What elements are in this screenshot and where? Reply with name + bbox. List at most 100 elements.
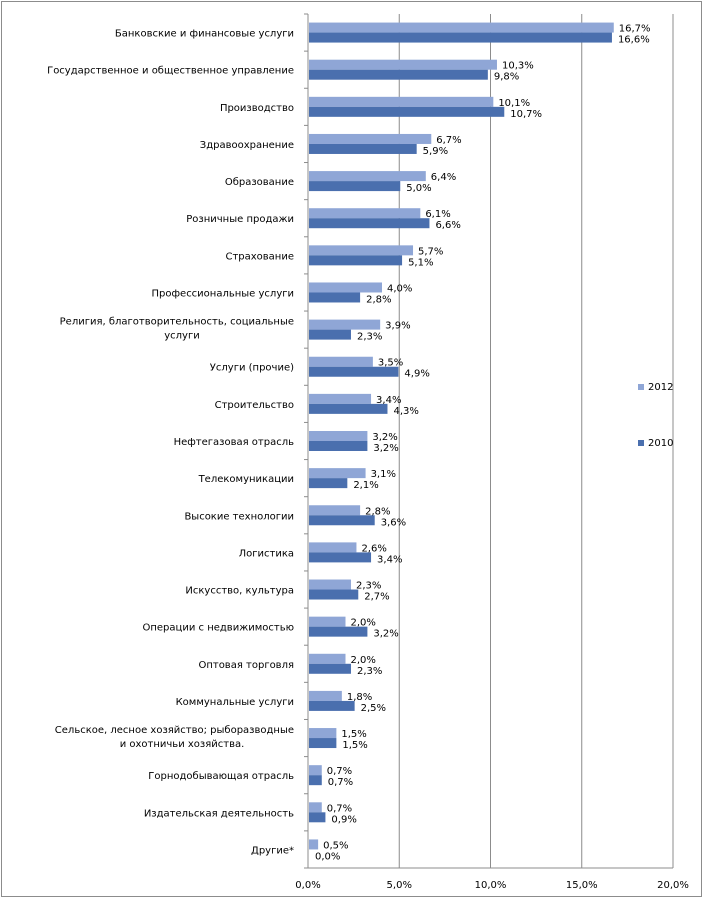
bar-2010 (309, 738, 337, 749)
x-tick-label: 15,0% (566, 880, 598, 891)
value-labels: 16,7% 10,3% 10,1% 6,7% 6,4% 6,1% 5,7% 4,0% 3,9% 3… (315, 24, 651, 863)
data-label-2012: 0,7% (327, 766, 352, 777)
legend-swatch-2010 (638, 440, 644, 446)
bar-2012 (309, 505, 361, 516)
bar-2010 (309, 552, 372, 563)
data-label-2012: 10,3% (502, 61, 534, 72)
bar-2010 (309, 700, 355, 711)
legend-label-2012: 2012 (648, 382, 673, 393)
category-label: Профессиональные услуги (152, 288, 295, 299)
data-label-2010: 0,9% (331, 814, 356, 825)
data-label-2012: 3,5% (378, 358, 403, 369)
bar-2012 (309, 839, 319, 850)
data-label-2010: 0,0% (315, 851, 340, 862)
category-labels: Банковские и финансовые услуги Государств… (47, 29, 294, 857)
category-label: Банковские и финансовые услуги (115, 29, 294, 40)
data-label-2010: 3,2% (373, 629, 398, 640)
data-label-2010: 4,3% (393, 406, 418, 417)
data-label-2010: 5,9% (423, 146, 448, 157)
x-tick-label: 5,0% (387, 880, 412, 891)
data-label-2012: 3,1% (371, 469, 396, 480)
data-label-2010: 9,8% (494, 72, 519, 83)
legend-swatch-2012 (638, 384, 644, 390)
data-label-2012: 10,1% (498, 98, 530, 109)
data-label-2012: 3,4% (376, 395, 401, 406)
bar-2010 (309, 812, 326, 823)
data-label-2010: 1,5% (342, 740, 367, 751)
category-label: Услуги (прочие) (210, 363, 294, 374)
bar-2010 (309, 106, 505, 117)
bar-2010 (309, 255, 403, 266)
data-label-2010: 3,4% (377, 554, 402, 565)
data-label-2012: 5,7% (418, 246, 443, 257)
legend: 2012 2010 (638, 382, 673, 449)
data-label-2010: 2,3% (357, 332, 382, 343)
bar-2010 (309, 403, 388, 414)
bar-2012 (309, 765, 322, 776)
category-label: Сельское, лесное хозяйство; рыборазводны… (55, 725, 294, 736)
bar-2010 (309, 589, 359, 600)
bar-2012 (309, 319, 381, 330)
bar-2012 (309, 356, 373, 367)
data-label-2012: 16,7% (619, 24, 651, 35)
bar-2010 (309, 143, 417, 154)
bar-2012 (309, 245, 414, 256)
bar-2010 (309, 292, 361, 303)
bar-2010 (309, 181, 401, 192)
bar-2012 (309, 802, 322, 813)
category-label: Другие* (251, 845, 294, 856)
bars (309, 22, 614, 850)
data-label-2010: 2,7% (364, 592, 389, 603)
axes (304, 13, 673, 869)
data-label-2010: 6,6% (435, 220, 460, 231)
category-label: и охотничьи хозяйства. (120, 739, 245, 750)
bar-2012 (309, 690, 342, 701)
bar-2010 (309, 663, 351, 674)
category-label: Образование (225, 177, 294, 188)
category-label: Телекомуникации (198, 474, 294, 485)
data-label-2012: 2,8% (365, 506, 390, 517)
data-label-2010: 2,3% (357, 666, 382, 677)
data-label-2012: 6,4% (431, 172, 456, 183)
data-label-2012: 3,9% (385, 321, 410, 332)
category-label: Издательская деятельность (144, 808, 294, 819)
data-label-2010: 2,1% (353, 480, 378, 491)
category-label: Производство (220, 103, 294, 114)
data-label-2010: 4,9% (404, 369, 429, 380)
bar-2010 (309, 366, 399, 377)
bar-2010 (309, 218, 430, 229)
bar-2012 (309, 616, 346, 627)
data-label-2012: 2,0% (351, 618, 376, 629)
data-label-2012: 1,5% (341, 729, 366, 740)
category-label: Строительство (215, 400, 294, 411)
data-label-2010: 2,5% (361, 703, 386, 714)
bar-2012 (309, 59, 497, 70)
data-label-2010: 0,7% (328, 777, 353, 788)
bar-2012 (309, 579, 351, 590)
bar-2010 (309, 775, 322, 786)
data-label-2010: 3,6% (381, 517, 406, 528)
gridlines (398, 14, 674, 868)
bar-2012 (309, 728, 337, 739)
bar-2012 (309, 171, 426, 182)
bar-2010 (309, 32, 612, 43)
data-label-2010: 5,1% (408, 257, 433, 268)
data-label-2012: 0,7% (327, 803, 352, 814)
x-tick-label: 20,0% (657, 880, 689, 891)
category-label: Религия, благотворительность, социальные (60, 317, 294, 328)
bar-2010 (309, 626, 368, 637)
data-label-2012: 0,5% (323, 840, 348, 851)
category-label: Операции с недвижимостью (143, 623, 295, 634)
category-label: Государственное и общественное управлени… (47, 66, 294, 77)
category-label: Коммунальные услуги (176, 697, 294, 708)
data-label-2010: 2,8% (366, 294, 391, 305)
category-label: Здравоохранение (200, 140, 294, 151)
data-label-2012: 1,8% (347, 692, 372, 703)
category-label: Розничные продажи (186, 214, 294, 225)
bar-2010 (309, 478, 348, 489)
data-label-2012: 2,6% (361, 543, 386, 554)
bar-2012 (309, 468, 366, 479)
bar-2012 (309, 96, 494, 107)
bar-2012 (309, 208, 421, 219)
